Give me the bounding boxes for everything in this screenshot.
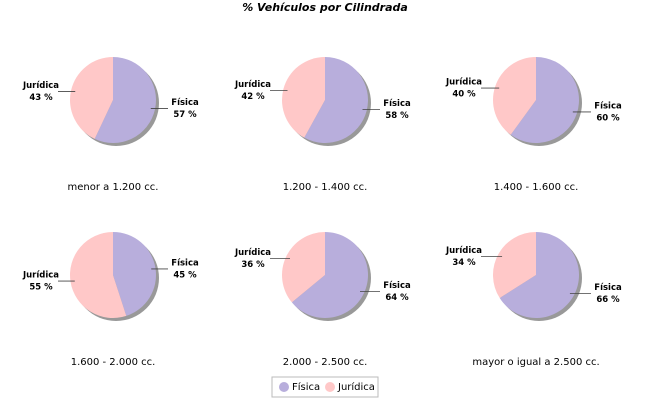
pie-title: mayor o igual a 2.500 cc. <box>472 357 599 368</box>
pie-title: 2.000 - 2.500 cc. <box>283 357 368 368</box>
pie-slice <box>492 232 536 299</box>
slice-value-label: 55 % <box>29 283 53 293</box>
slice-value-label: 64 % <box>385 293 409 303</box>
slice-category: Física <box>383 281 411 291</box>
slice-value-label: 34 % <box>452 258 476 268</box>
slice-category: Jurídica <box>445 78 482 88</box>
pie-slice <box>113 232 156 316</box>
slice-value-label: 66 % <box>596 295 620 305</box>
slice-category: Jurídica <box>22 271 59 281</box>
slice-category: Física <box>594 283 622 293</box>
pie-slice <box>282 57 325 138</box>
pie-title: 1.600 - 2.000 cc. <box>71 357 156 368</box>
pie-title: 1.400 - 1.600 cc. <box>494 182 579 193</box>
chart-title: % Vehículos por Cilindrada <box>242 1 408 14</box>
slice-value-label: 43 % <box>29 93 53 103</box>
legend-swatch <box>325 382 335 392</box>
pie-slice <box>499 232 579 319</box>
pie-slice <box>70 57 113 139</box>
pie-slice <box>281 232 325 303</box>
pie-slice <box>304 57 369 143</box>
slice-category: Física <box>171 98 199 108</box>
slice-value-label: 42 % <box>241 92 265 102</box>
slice-category: Jurídica <box>234 80 271 90</box>
pie-title: 1.200 - 1.400 cc. <box>283 182 368 193</box>
pie-title: menor a 1.200 cc. <box>68 182 159 193</box>
slice-category: Física <box>383 99 411 109</box>
pie-slice <box>493 57 536 135</box>
slice-category: Física <box>171 258 199 268</box>
slice-value-label: 40 % <box>452 90 476 100</box>
legend-swatch <box>279 382 289 392</box>
slice-category: Física <box>594 101 622 111</box>
pie-slice <box>69 232 127 318</box>
legend-label: Jurídica <box>337 381 375 393</box>
slice-category: Jurídica <box>22 81 59 91</box>
pie-slice <box>510 57 579 143</box>
pie-slice <box>94 57 156 143</box>
slice-value-label: 45 % <box>173 270 197 280</box>
legend-label: Física <box>292 381 320 393</box>
slice-value-label: 36 % <box>241 260 265 270</box>
slice-value-label: 60 % <box>596 113 620 123</box>
slice-value-label: 58 % <box>385 111 409 121</box>
slice-value-label: 57 % <box>173 110 197 120</box>
slice-category: Jurídica <box>234 248 271 258</box>
slice-category: Jurídica <box>445 246 482 256</box>
pie-slice <box>291 232 368 318</box>
